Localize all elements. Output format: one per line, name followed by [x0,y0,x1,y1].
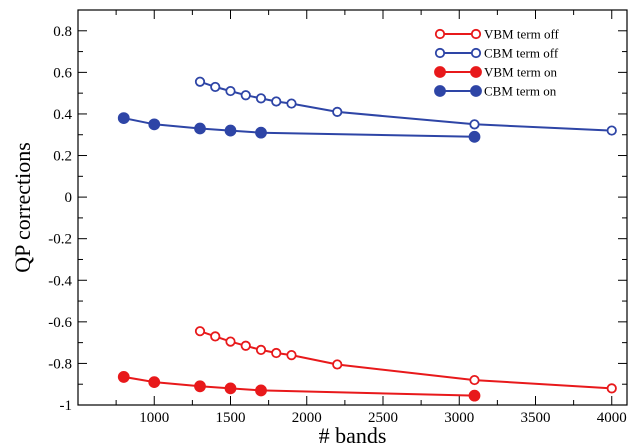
legend-item: CBM term off [434,46,559,61]
data-point [255,93,267,104]
data-point [332,359,343,370]
axis-ticks [78,9,627,406]
data-point [224,124,237,137]
data-point [606,383,617,394]
data-point [606,125,617,136]
data-point [148,118,161,131]
y-tick-labels: -1 -0.8 -0.6 -0.4 -0.2 0 0.2 0.4 0.6 0.8 [48,24,72,414]
series-line [123,375,475,397]
series-cbm-term-off [194,76,617,136]
data-point [469,119,480,130]
y-tick-label: 0 [65,190,73,206]
data-point [194,380,206,393]
data-point [255,384,267,397]
x-axis-label: # bands [319,423,387,447]
data-point [225,336,236,347]
data-point [194,122,206,135]
data-point [271,96,282,107]
data-point [225,85,236,97]
legend-item: CBM term on [434,84,557,99]
y-axis-label: QP corrections [10,142,35,273]
data-point [332,106,343,117]
legend-item: VBM term on [434,65,557,80]
x-tick-label: 2000 [292,410,322,426]
series-layer [117,76,617,402]
series-vbm-term-off [194,326,617,394]
legend-item: VBM term off [434,27,560,42]
data-point [210,331,221,342]
x-tick-label: 1500 [216,410,246,426]
data-point [148,376,161,389]
y-tick-label: 0.2 [53,149,72,165]
legend: VBM term off CBM term off VBM term on CBM t… [434,27,560,99]
y-tick-label: 0.4 [53,107,72,123]
data-point [255,344,267,356]
y-tick-label: -0.2 [48,232,72,248]
y-tick-label: -1 [60,398,73,414]
legend-marker [434,47,446,59]
y-tick-label: -0.6 [48,315,72,331]
legend-marker [470,85,482,97]
data-point [224,382,237,395]
x-tick-label: 4000 [597,410,627,426]
data-point [117,112,130,125]
legend-marker [434,85,446,97]
data-point [240,90,251,101]
legend-label: CBM term off [484,46,559,61]
x-tick-labels: 1000 1500 2000 2500 3000 3500 4000 [139,410,627,426]
series-line [199,80,612,132]
legend-marker [434,28,446,40]
data-point [255,126,267,139]
y-tick-label: 0.8 [53,24,72,40]
data-point [469,374,480,386]
legend-label: CBM term on [484,84,557,99]
series-line [199,330,612,390]
data-point [117,371,130,383]
legend-marker [470,66,482,78]
data-point [468,130,481,143]
series-line [123,117,475,138]
plot-frame [77,9,628,406]
data-point [194,76,206,87]
data-point [468,389,481,402]
legend-label: VBM term off [484,27,560,42]
data-point [286,350,297,361]
series-vbm-term-on [117,371,481,402]
legend-marker [434,66,446,78]
x-tick-label: 3500 [521,410,551,426]
data-point [286,98,297,109]
legend-marker [470,47,482,59]
y-tick-label: -0.4 [48,273,72,289]
y-tick-label: -0.8 [48,356,72,372]
data-point [210,81,221,93]
x-tick-label: 3000 [444,410,474,426]
legend-label: VBM term on [484,65,557,80]
x-tick-label: 2500 [368,410,398,426]
y-tick-label: 0.6 [53,65,72,81]
x-tick-label: 1000 [139,410,169,426]
legend-marker [470,28,482,40]
series-cbm-term-on [117,112,481,143]
data-point [240,340,251,351]
data-point [271,347,282,359]
data-point [194,326,206,337]
